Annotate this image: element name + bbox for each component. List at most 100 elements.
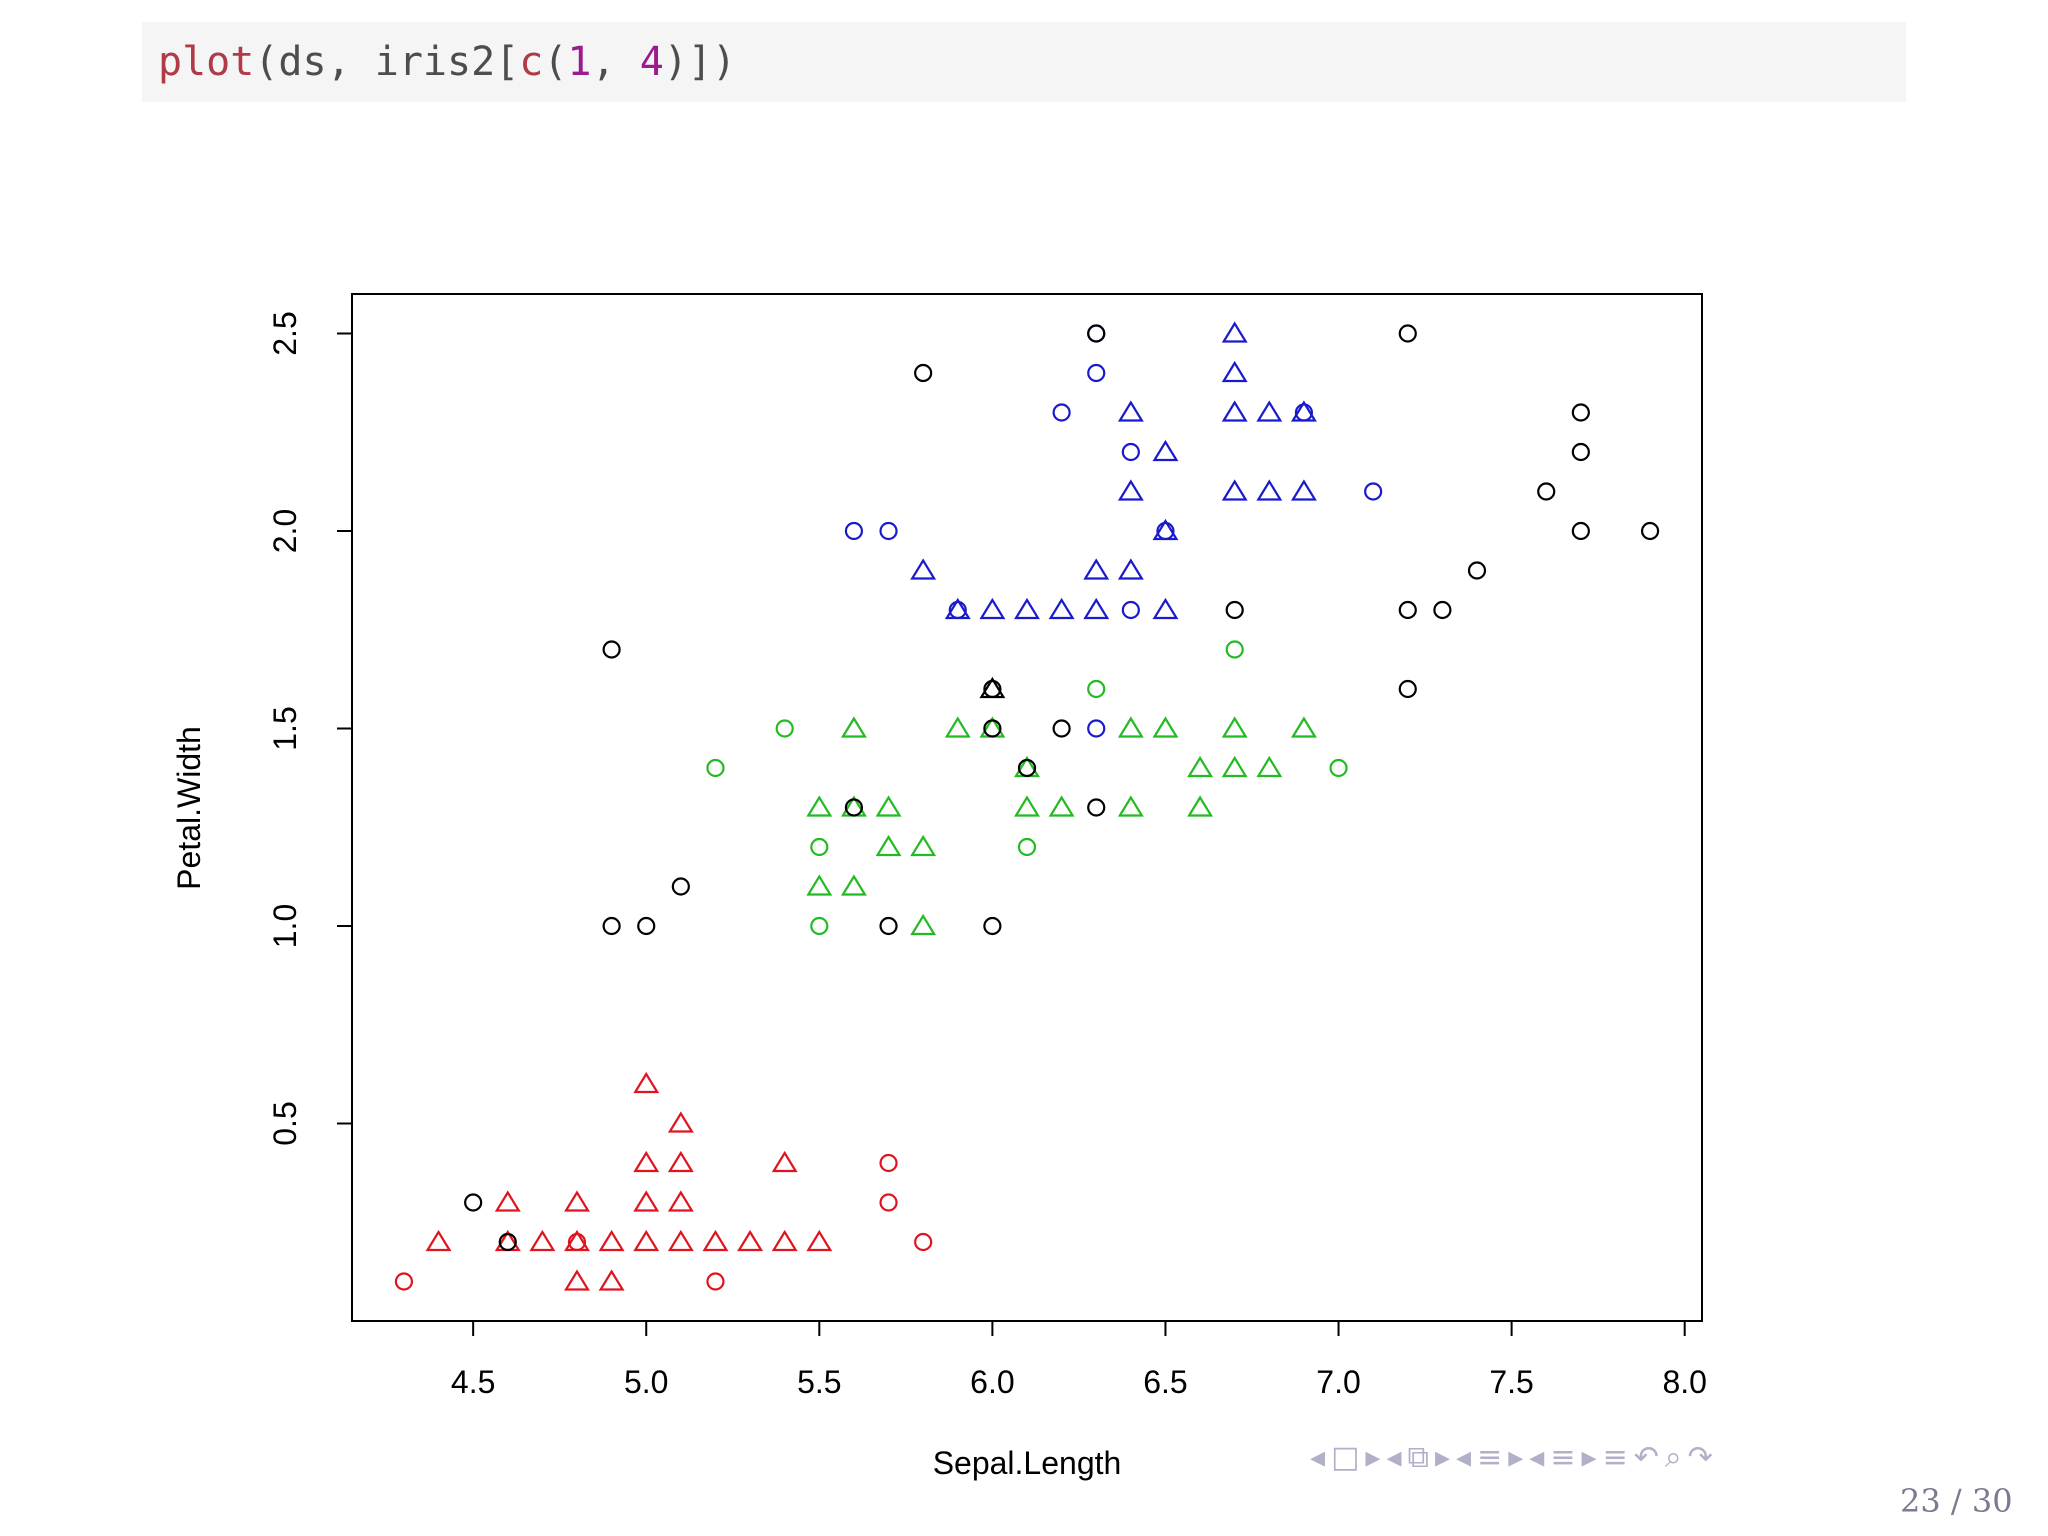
nav-icon[interactable]: ↷ [1687,1440,1713,1475]
black-circle-point [879,916,898,936]
blue-circle-point [948,600,967,620]
nav-icon[interactable]: ⧉ [1407,1440,1429,1475]
green-triangle-point [1221,755,1248,778]
blue-triangle-point [979,597,1006,620]
green-triangle-point [840,716,867,738]
red-triangle-point [494,1190,521,1212]
beamer-navigation-bar[interactable]: ◂ □ ▸ ◂ ⧉ ▸ ◂ ≡ ▸ ◂ ≡ ▸ ≡ ↶ ⌕ ↷ [1310,1440,1719,1480]
blue-triangle-point [1152,439,1179,462]
nav-icon[interactable]: ◂ [1386,1440,1402,1475]
blue-triangle-point [1221,400,1248,422]
green-triangle-point [840,874,867,896]
green-circle-point [810,916,829,936]
blue-triangle-point [1014,597,1040,620]
blue-triangle-point [1256,479,1283,501]
red-triangle-point [771,1229,798,1252]
nav-icon[interactable]: ◂ [1456,1440,1472,1475]
page-number: 23 / 30 [1900,1482,2013,1520]
y-tick-label: 0.5 [267,1101,303,1145]
code-token: plot [158,39,255,85]
red-circle-point [879,1193,898,1212]
black-circle-point [637,916,656,936]
green-circle-point [810,837,829,857]
green-triangle-point [1117,716,1144,738]
red-circle-point [567,1232,587,1252]
green-triangle-point [875,795,902,817]
plot-frame [351,293,1703,1322]
nav-icon[interactable]: ⌕ [1664,1440,1682,1475]
black-circle-point [983,679,1002,699]
code-token: , [591,39,640,85]
green-circle-point [706,758,725,778]
nav-icon[interactable]: ▸ [1508,1440,1524,1475]
red-triangle-point [564,1269,590,1291]
black-circle-point [1052,719,1071,738]
red-triangle-point [806,1229,833,1252]
x-tick-label: 4.5 [451,1364,495,1400]
nav-icon[interactable]: ≡ [1550,1440,1576,1475]
black-circle-point [1571,442,1590,462]
red-triangle-point [633,1150,660,1173]
green-triangle-point [875,834,902,857]
code-token: ( [543,39,568,85]
blue-triangle-point [1256,400,1283,422]
green-triangle-point [1221,716,1248,738]
black-circle-point [1087,798,1106,817]
green-circle-point [1017,837,1037,857]
x-axis-label: Sepal.Length [933,1445,1122,1481]
x-tick-label: 5.0 [624,1364,668,1400]
nav-icon[interactable]: ≡ [1602,1440,1628,1475]
black-circle-point [844,798,864,817]
blue-triangle-point [1117,400,1144,422]
green-triangle-point [1256,755,1283,778]
blue-circle-point [1087,363,1106,383]
nav-icon[interactable]: ◂ [1529,1440,1545,1475]
blue-circle-point [1121,600,1140,620]
nav-icon[interactable]: ↶ [1633,1440,1659,1475]
blue-circle-point [1121,442,1140,462]
x-tick-label: 8.0 [1662,1364,1706,1400]
nav-icon[interactable]: ◂ [1310,1440,1326,1475]
blue-triangle-point [1290,479,1317,501]
red-circle-point [914,1232,933,1252]
x-tick-label: 5.5 [797,1364,841,1400]
red-triangle-point [529,1229,556,1252]
red-triangle-point [633,1071,660,1094]
blue-triangle-point [1221,360,1248,383]
red-triangle-point [702,1229,729,1252]
blue-triangle-point [1048,597,1075,620]
code-token: )]) [663,39,737,85]
green-triangle-point [806,874,833,896]
red-circle-point [879,1153,898,1173]
red-triangle-point [425,1229,452,1252]
black-circle-point [1225,600,1244,620]
nav-icon[interactable]: ▸ [1434,1440,1451,1475]
black-circle-point [983,916,1002,936]
x-tick-label: 7.5 [1489,1364,1533,1400]
code-token: (ds, iris2[ [254,39,520,85]
green-triangle-point [910,913,937,936]
nav-icon[interactable]: ≡ [1477,1440,1503,1475]
code-token: 1 [567,39,592,85]
blue-triangle-point [1083,558,1110,580]
y-tick-label: 2.0 [267,509,303,553]
green-triangle-point [1117,795,1144,817]
black-circle-point [1640,521,1660,541]
y-tick-label: 1.5 [267,706,303,750]
black-circle-point [983,719,1002,738]
black-circle-point [464,1193,483,1212]
blue-triangle-point [1152,597,1179,620]
nav-icon[interactable]: □ [1331,1440,1360,1475]
black-circle-point [1467,561,1487,580]
green-triangle-point [944,716,971,738]
blue-circle-point [844,521,864,541]
blue-circle-point [1156,521,1175,541]
x-tick-label: 6.0 [970,1364,1014,1400]
black-circle-point [1087,324,1106,343]
nav-icon[interactable]: ▸ [1581,1440,1597,1475]
x-tick-label: 6.5 [1143,1364,1187,1400]
nav-icon[interactable]: ▸ [1365,1440,1381,1475]
code-token: 4 [639,39,664,85]
green-circle-point [1329,758,1348,778]
